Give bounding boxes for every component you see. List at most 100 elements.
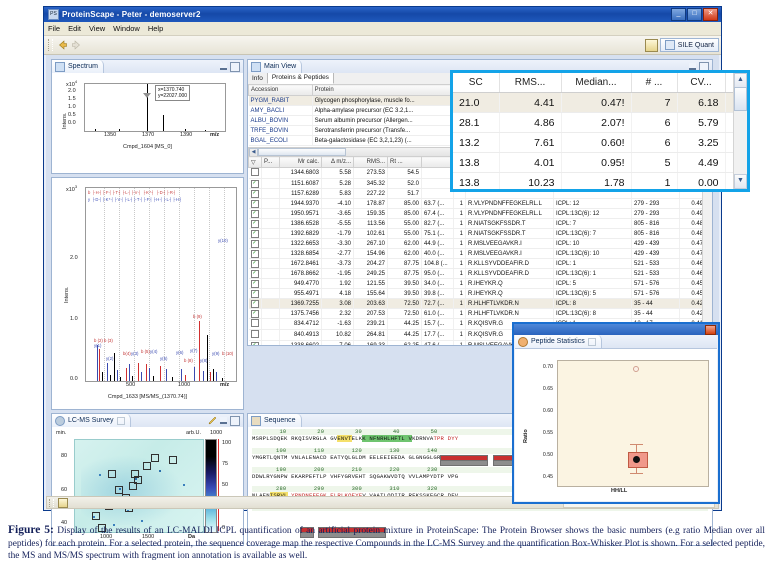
row-checkbox[interactable] <box>250 209 259 218</box>
minimize-button[interactable]: _ <box>671 8 686 21</box>
cell-checkbox[interactable] <box>248 238 262 249</box>
hcol-count[interactable]: # ... <box>631 73 678 93</box>
sequence-residues[interactable] <box>252 511 708 524</box>
row-checkbox[interactable] <box>250 319 259 327</box>
table-row[interactable]: 21.0 4.41 0.47! 7 6.18 <box>453 92 734 113</box>
scroll-down-icon[interactable]: ▼ <box>734 174 747 189</box>
toolbar-grip[interactable] <box>48 39 53 51</box>
cell-checkbox[interactable] <box>248 198 262 209</box>
row-checkbox[interactable] <box>250 341 259 345</box>
highlight-vscrollbar[interactable]: ▲ ▼ <box>733 73 747 189</box>
tab-proteins-peptides[interactable]: Proteins & Peptides <box>266 73 334 84</box>
col-pep-rms[interactable]: RMS... <box>353 156 388 168</box>
table-row[interactable]: 13.8 10.23 1.78 1 0.00 <box>453 172 734 189</box>
row-checkbox[interactable] <box>250 259 259 268</box>
close-icon[interactable] <box>705 324 716 335</box>
perspective-button-sile-quant[interactable]: SILE Quant <box>659 38 719 52</box>
cell-checkbox[interactable] <box>248 258 262 269</box>
cell-checkbox[interactable] <box>248 288 262 299</box>
cell-checkbox[interactable] <box>248 308 262 319</box>
hcol-median[interactable]: Median... <box>561 73 632 93</box>
scroll-up-icon[interactable]: ▲ <box>734 73 747 88</box>
menu-item-window[interactable]: Window <box>113 24 140 33</box>
row-checkbox[interactable] <box>250 279 259 288</box>
hcol-rms[interactable]: RMS... <box>499 73 562 93</box>
col-filter[interactable]: ▽ <box>248 156 262 168</box>
sequence-residues[interactable]: NLAENISRVL YPNDNFFEGK ELRLKQEYFV VAATLQD… <box>252 492 708 505</box>
table-row[interactable]: 28.1 4.86 2.07! 6 5.79 <box>453 112 734 133</box>
row-checkbox[interactable] <box>250 309 259 318</box>
table-row[interactable]: 13.2 7.61 0.60! 6 3.25 <box>453 132 734 153</box>
row-checkbox[interactable] <box>250 330 259 338</box>
sequence-residues[interactable]: MSRPLSDQEK RKQISVRGLA GVENVTELKK NFNRHLH… <box>252 435 459 442</box>
tab-close-icon[interactable] <box>587 337 596 346</box>
minimize-view-icon[interactable] <box>689 63 696 70</box>
row-checkbox[interactable] <box>250 168 259 176</box>
col-accession[interactable]: Accession <box>248 84 313 96</box>
tab-main-view[interactable]: Main View <box>248 60 303 73</box>
menu-item-view[interactable]: View <box>89 24 106 33</box>
tab-info[interactable]: Info <box>252 75 263 82</box>
col-p[interactable]: P... <box>261 156 280 168</box>
maximize-view-icon[interactable] <box>230 61 240 72</box>
hcol-sc[interactable]: SC <box>453 73 500 93</box>
cell-checkbox[interactable] <box>248 329 262 341</box>
cell-checkbox[interactable] <box>248 298 262 309</box>
highlighted-protein-metrics-table[interactable]: SC RMS... Median... # ... CV... 21.0 4.41… <box>450 70 750 192</box>
cell-checkbox[interactable] <box>248 167 262 179</box>
menu-item-file[interactable]: File <box>48 24 61 33</box>
row-checkbox[interactable] <box>250 249 259 258</box>
cell-checkbox[interactable] <box>248 318 262 330</box>
col-score[interactable] <box>421 156 454 168</box>
cell-checkbox[interactable] <box>248 248 262 259</box>
tab-peptide-statistics[interactable]: Peptide Statistics <box>515 335 602 348</box>
cell-checkbox[interactable] <box>248 178 262 189</box>
row-checkbox[interactable] <box>250 269 259 278</box>
boxplot-plot-area[interactable] <box>557 360 709 487</box>
close-button[interactable]: ✕ <box>703 8 718 21</box>
cell-checkbox[interactable] <box>248 228 262 239</box>
open-perspective-icon[interactable] <box>644 38 658 52</box>
table-row[interactable]: 13.8 4.01 0.95! 5 4.49 <box>453 152 734 173</box>
back-arrow-icon[interactable] <box>56 39 68 51</box>
row-checkbox[interactable] <box>250 179 259 188</box>
row-checkbox[interactable] <box>250 299 259 308</box>
lcms-heatmap[interactable] <box>74 439 204 533</box>
row-checkbox[interactable] <box>250 289 259 298</box>
cell-checkbox[interactable] <box>248 268 262 279</box>
tab-spectrum[interactable]: Spectrum <box>52 60 104 73</box>
sequence-residues[interactable]: DDWLRYGNPW EKARPEFTLP VHFYGRVEHT SQGAKWV… <box>252 473 459 480</box>
minimize-view-icon[interactable] <box>220 417 227 424</box>
col-mr-calc[interactable]: Mr calc. <box>279 156 322 168</box>
menu-item-edit[interactable]: Edit <box>68 24 82 33</box>
tab-sequence[interactable]: Sequence <box>248 414 302 427</box>
col-protein[interactable]: Protein <box>311 84 488 96</box>
minimize-view-icon[interactable] <box>220 63 227 70</box>
row-checkbox[interactable] <box>250 199 259 208</box>
tab-close-icon[interactable] <box>116 416 125 425</box>
msms-plot[interactable]: b ├H┤├F┤├T┤├L┤├V┤ ├K*┤ ├D┤├R┤ y ├D┤├K*┤├… <box>85 187 237 382</box>
cell-checkbox[interactable] <box>248 340 262 345</box>
row-checkbox[interactable] <box>250 219 259 228</box>
cell-checkbox[interactable] <box>248 208 262 219</box>
tab-lcms-survey[interactable]: LC-MS Survey <box>52 414 131 427</box>
hcol-cv[interactable]: CV... <box>677 73 726 93</box>
maximize-button[interactable]: □ <box>687 8 702 21</box>
cell-checkbox[interactable] <box>248 218 262 229</box>
col-rt[interactable]: Rt ... <box>387 156 422 168</box>
spectrum-plot[interactable]: x=1370.740 y=22027.000 <box>84 83 226 132</box>
menu-item-help[interactable]: Help <box>147 24 164 33</box>
row-checkbox[interactable] <box>250 189 259 198</box>
pencil-icon[interactable] <box>208 416 217 425</box>
